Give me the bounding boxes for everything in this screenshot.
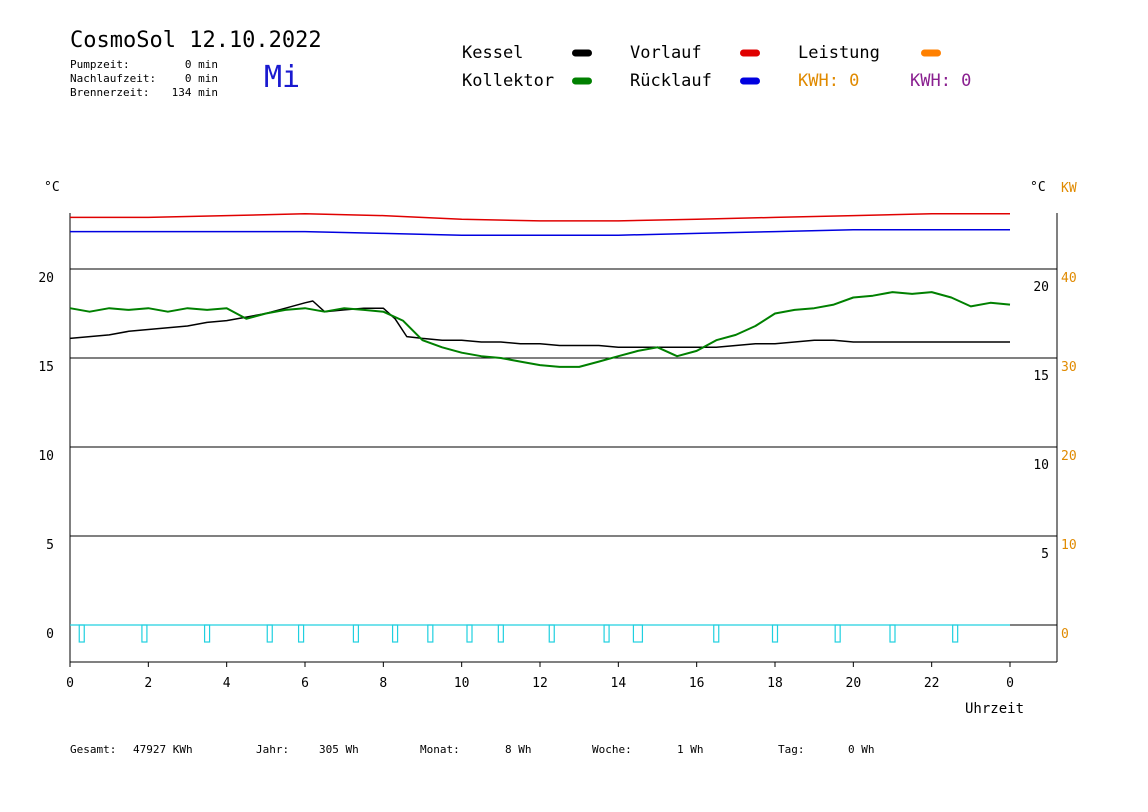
y-tick-right-kw: 0 [1061,627,1069,642]
pump-pulse [713,624,720,643]
x-tick-label: 20 [846,676,862,691]
pump-pulse [203,624,211,643]
pump-pulse [391,624,399,643]
y-tick-left: 20 [38,271,54,286]
y-tick-right-temp: 5 [1041,547,1049,562]
x-tick-label: 0 [1006,676,1014,691]
footer-tag-value: 0 Wh [848,743,875,756]
pump-pulse [427,624,434,643]
legend-kessel-label: Kessel [462,43,524,63]
y-axis-right-kw-unit: KW [1061,181,1077,196]
series-line-3 [70,229,1010,236]
x-tick-label: 22 [924,676,940,691]
y-tick-right-kw: 10 [1061,538,1077,553]
footer-jahr-label: Jahr: [256,743,290,756]
y-tick-right-kw: 30 [1061,360,1077,375]
x-tick-label: 6 [301,676,309,691]
y-tick-right-temp: 10 [1033,458,1049,473]
footer-jahr-value: 305 Wh [319,743,359,756]
y-tick-left: 0 [46,627,54,642]
footer-monat-value: 8 Wh [505,743,532,756]
legend-vorlauf-label: Vorlauf [630,43,702,63]
x-tick-label: 2 [144,676,152,691]
pump-pulses [70,624,1010,643]
pump-pulse [266,624,273,643]
legend-swatch-0 [572,49,592,57]
footer-gesamt-label: Gesamt: [70,743,117,756]
weekday-label: Mi [264,60,301,95]
x-tick-label: 14 [611,676,627,691]
pump-pulse [466,624,473,643]
pump-pulse [141,624,148,643]
kwh-orange-value: KWH: 0 [798,71,860,91]
legend-swatch-4 [740,77,760,85]
pump-pulse [297,624,305,643]
pump-pulse [889,624,896,643]
y-tick-left: 10 [38,449,54,464]
pump-pulse [352,624,360,643]
legend-swatch-1 [740,49,760,57]
pump-pulse [603,624,610,643]
series-line-0 [69,300,1010,349]
chart-series [69,213,1011,368]
x-tick-label: 10 [454,676,470,691]
stat-pumpzeit-label: Pumpzeit: [70,58,130,71]
footer-woche-label: Woche: [592,743,632,756]
y-tick-right-temp: 20 [1033,280,1049,295]
legend-swatch-2 [921,49,941,57]
y-axis-left-unit: °C [44,180,60,195]
pump-pulse [632,624,644,643]
legend-kollektor-label: Kollektor [462,71,555,91]
x-tick-label: 0 [66,676,74,691]
series-line-2 [70,213,1010,222]
y-tick-left: 15 [38,360,54,375]
pump-pulse [78,624,85,643]
footer-gesamt-value: 47927 KWh [133,743,193,756]
pump-pulse [952,624,959,643]
x-tick-label: 12 [532,676,548,691]
y-axis-right-temp-unit: °C [1030,180,1046,195]
y-tick-right-kw: 40 [1061,271,1077,286]
stat-nachlaufzeit-value: 0 min [184,72,218,85]
pump-pulse [834,624,841,643]
y-tick-right-temp: 15 [1033,369,1049,384]
stat-nachlaufzeit-label: Nachlaufzeit: [70,72,157,85]
x-tick-label: 16 [689,676,705,691]
series-line-1 [69,291,1011,368]
x-axis-label: Uhrzeit [965,701,1025,717]
chart-ticks: 0 5 10 15 20 5 10 15 20 0 10 20 30 40 0 2 4 6 8 10 12 14 16 18 2… [38,49,1077,691]
legend-leistung-label: Leistung [798,43,880,63]
footer-monat-label: Monat: [420,743,460,756]
y-tick-left: 5 [46,538,54,553]
chart-grid [69,213,1058,663]
y-tick-right-kw: 20 [1061,449,1077,464]
stat-pumpzeit-value: 0 min [184,58,218,71]
x-tick-label: 4 [223,676,231,691]
x-tick-label: 18 [767,676,783,691]
pump-pulse [548,624,555,643]
footer-tag-label: Tag: [778,743,805,756]
kwh-purple-value: KWH: 0 [910,71,972,91]
legend-ruecklauf-label: Rücklauf [630,71,712,91]
chart-title: CosmoSol 12.10.2022 [70,28,322,53]
stat-brennerzeit-value: 134 min [171,86,218,99]
footer-woche-value: 1 Wh [677,743,704,756]
x-tick-label: 8 [379,676,387,691]
stat-brennerzeit-label: Brennerzeit: [70,86,150,99]
legend-swatch-3 [572,77,592,85]
pump-pulse [771,624,779,643]
pump-pulse [497,624,504,643]
